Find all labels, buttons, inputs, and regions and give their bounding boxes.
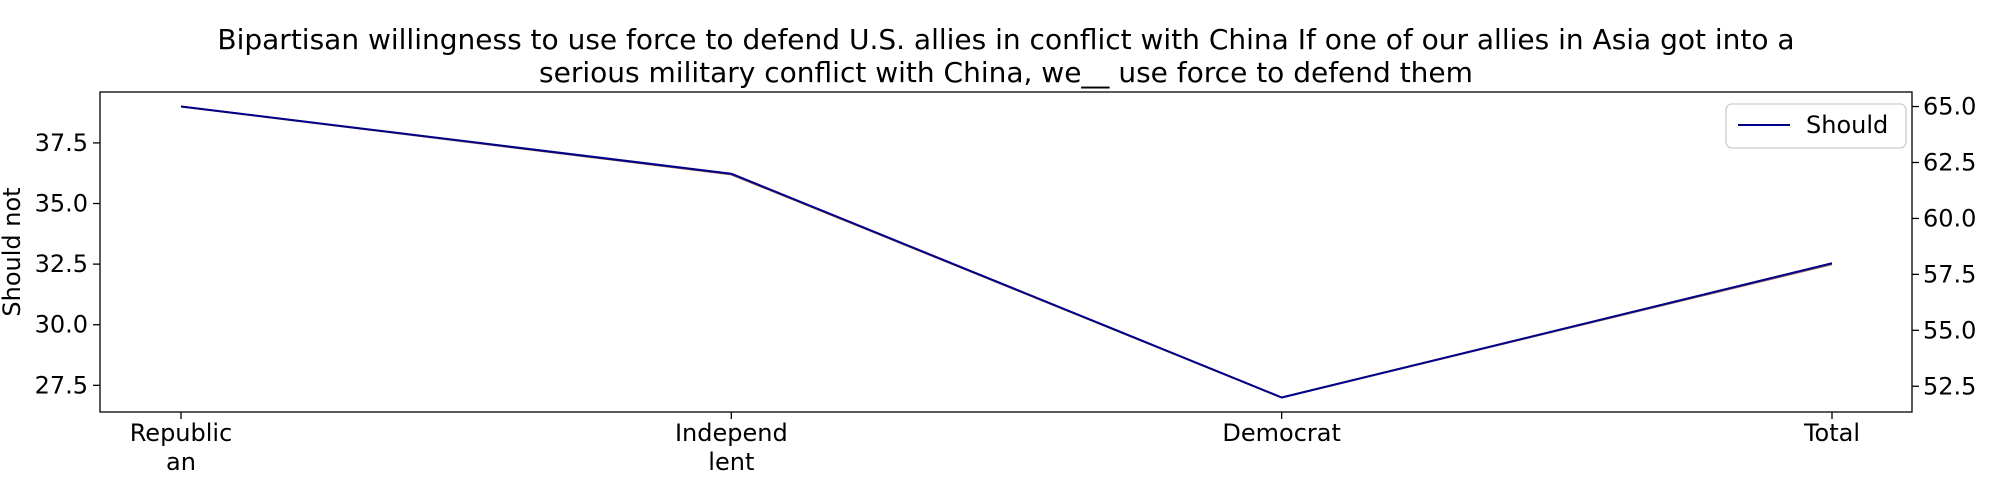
left-axis: 27.5 30.0 32.5 35.0 37.5 <box>35 129 100 399</box>
right-tick-label: 62.5 <box>1923 148 1976 176</box>
chart-title-line: Bipartisan willingness to use force to d… <box>217 23 1794 56</box>
left-tick-label: 37.5 <box>35 129 88 157</box>
legend: Should <box>1725 103 1907 149</box>
right-tick-label: 52.5 <box>1923 372 1976 400</box>
legend-label: Should <box>1806 111 1888 139</box>
right-tick-label: 57.5 <box>1923 260 1976 288</box>
x-tick-label: Democrat <box>1222 419 1341 447</box>
y-axis-label-left: Should not <box>0 187 26 316</box>
right-tick-label: 55.0 <box>1923 316 1976 344</box>
left-tick-label: 32.5 <box>35 250 88 278</box>
legend-box <box>1725 103 1907 149</box>
chart-title: Bipartisan willingness to use force to d… <box>217 23 1794 89</box>
right-tick-label: 65.0 <box>1923 93 1976 121</box>
plot-area <box>99 91 1913 413</box>
x-tick-label: an <box>166 448 196 476</box>
series-line-right <box>180 105 1833 399</box>
right-tick-label: 60.0 <box>1923 204 1976 232</box>
x-tick-label: Independ <box>675 419 788 447</box>
series-line-left <box>180 105 1833 399</box>
x-tick-label: Republic <box>130 419 233 447</box>
chart-title-line: serious military conflict with China, we… <box>539 56 1473 89</box>
left-tick-label: 30.0 <box>35 311 88 339</box>
x-tick-label: lent <box>708 448 754 476</box>
left-tick-label: 27.5 <box>35 371 88 399</box>
series-lines <box>180 105 1833 399</box>
x-tick-label: Total <box>1803 419 1860 447</box>
right-axis: 52.5 55.0 57.5 60.0 62.5 65.0 <box>1912 93 1976 400</box>
left-tick-label: 35.0 <box>35 190 88 218</box>
